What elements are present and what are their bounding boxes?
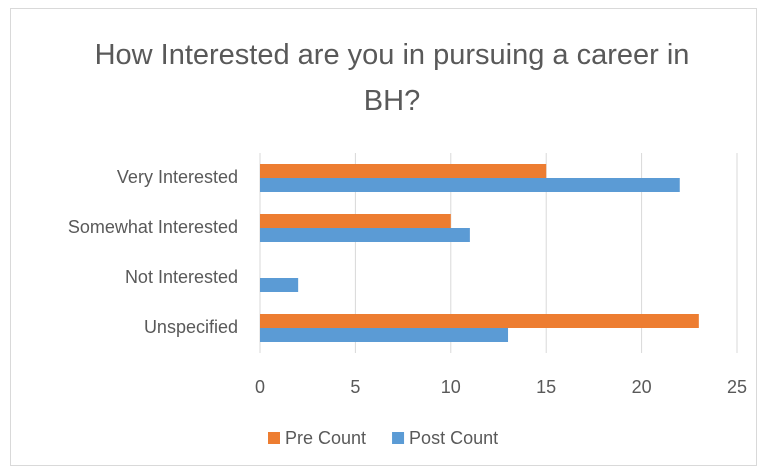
bar bbox=[260, 164, 547, 178]
x-tick-label: 25 bbox=[727, 377, 747, 397]
x-tick-label: 20 bbox=[632, 377, 652, 397]
legend-label: Post Count bbox=[409, 428, 498, 448]
legend-swatch bbox=[268, 432, 280, 444]
x-tick-label: 0 bbox=[255, 377, 265, 397]
bar bbox=[260, 214, 451, 228]
bar bbox=[260, 328, 509, 342]
chart-border bbox=[10, 8, 757, 466]
x-tick-label: 10 bbox=[441, 377, 461, 397]
bar bbox=[260, 178, 680, 192]
y-tick-label: Not Interested bbox=[125, 267, 238, 287]
y-tick-label: Somewhat Interested bbox=[68, 217, 238, 237]
legend-swatch bbox=[392, 432, 405, 444]
chart-title: How Interested are you in pursuing a car… bbox=[94, 39, 690, 117]
bar bbox=[260, 314, 699, 328]
legend-label: Pre Count bbox=[285, 428, 366, 448]
bar bbox=[260, 278, 299, 292]
x-tick-label: 15 bbox=[536, 377, 556, 397]
x-tick-label: 5 bbox=[350, 377, 360, 397]
y-tick-label: Very Interested bbox=[117, 167, 238, 187]
bar bbox=[260, 228, 470, 242]
y-tick-label: Unspecified bbox=[144, 317, 238, 337]
